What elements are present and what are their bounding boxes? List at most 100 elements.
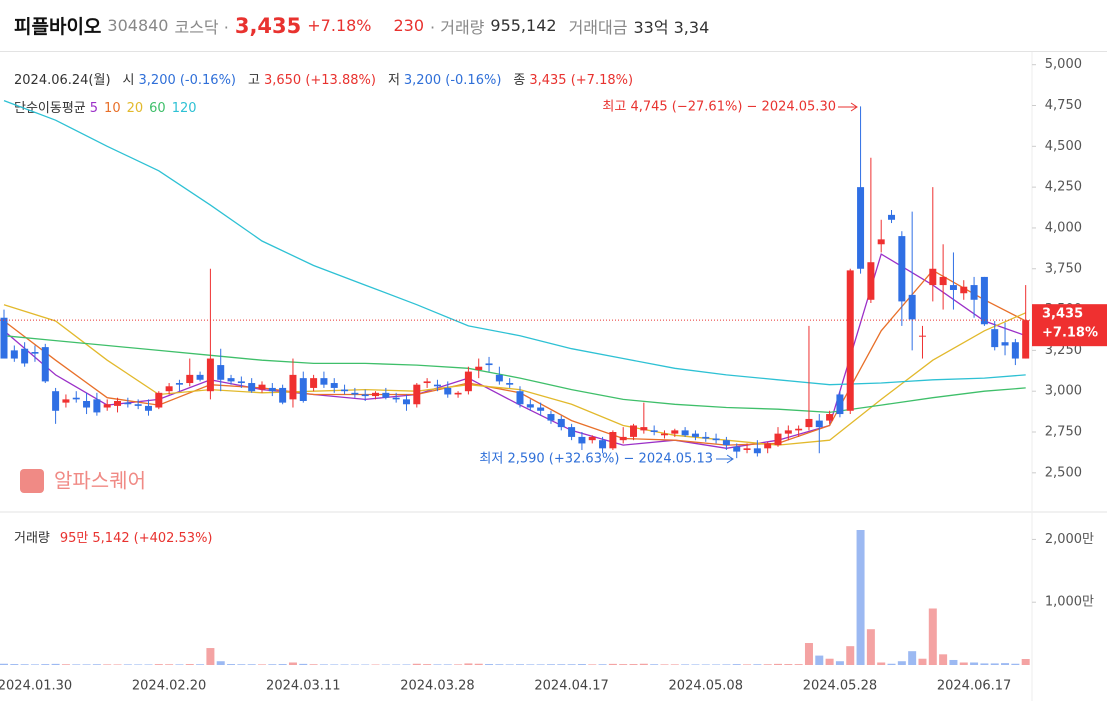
volume-bar bbox=[340, 664, 349, 665]
volume-bar bbox=[474, 663, 483, 665]
candle-body bbox=[877, 239, 885, 245]
volume-current: 95만 bbox=[60, 531, 89, 546]
volume-bar bbox=[423, 664, 432, 665]
volume-bar bbox=[681, 664, 690, 665]
candle-body bbox=[1022, 320, 1030, 359]
volume-bar bbox=[134, 664, 143, 665]
candle-body bbox=[980, 276, 988, 325]
candle-body bbox=[433, 384, 441, 387]
y-tick-label: 2,500 bbox=[1045, 465, 1082, 480]
price-tag bbox=[1032, 304, 1107, 347]
change: 230 bbox=[393, 16, 425, 35]
candle-body bbox=[206, 358, 214, 392]
candle-body bbox=[774, 433, 782, 446]
volume-bar bbox=[588, 664, 597, 665]
candle-body bbox=[516, 391, 524, 405]
candle-body bbox=[382, 392, 390, 398]
y-tick-label: 2,750 bbox=[1045, 425, 1082, 440]
volume-bar bbox=[825, 658, 834, 665]
volume-bar bbox=[784, 664, 793, 665]
volume-bar bbox=[247, 664, 256, 665]
candle-body bbox=[217, 365, 225, 380]
volume-change: (+402.53%) bbox=[134, 531, 213, 546]
x-tick-label: 2024.02.20 bbox=[132, 679, 206, 694]
candle-body bbox=[248, 383, 256, 392]
candle-body bbox=[124, 402, 132, 405]
volume-bar bbox=[980, 663, 989, 665]
candle-body bbox=[21, 348, 29, 364]
candle-body bbox=[413, 384, 421, 405]
candle-body bbox=[495, 374, 503, 382]
info-value: 3,650 (+13.88%) bbox=[264, 73, 376, 88]
candle-body bbox=[609, 432, 617, 449]
candle-body bbox=[175, 383, 183, 385]
candle-body bbox=[196, 374, 204, 380]
volume-bar bbox=[712, 664, 721, 665]
volume-bar bbox=[691, 664, 700, 665]
info-label: 종 bbox=[513, 73, 525, 88]
candle-body bbox=[949, 285, 957, 290]
candle-body bbox=[702, 436, 710, 439]
candle-body bbox=[41, 347, 49, 382]
volume-bar bbox=[165, 664, 174, 665]
volume-bar bbox=[732, 664, 741, 665]
ma-legend-item: 20 bbox=[127, 101, 144, 116]
candle-body bbox=[310, 378, 318, 388]
candle-body bbox=[93, 399, 101, 413]
x-tick-label: 2024.04.17 bbox=[534, 679, 608, 694]
volume-bar bbox=[309, 664, 318, 665]
y-tick-label: 3,000 bbox=[1045, 384, 1082, 399]
volume-bar bbox=[175, 664, 184, 665]
candle-body bbox=[320, 378, 328, 385]
price-tag-change: +7.18% bbox=[1042, 326, 1098, 341]
volume-bar bbox=[20, 664, 29, 665]
candle-body bbox=[1001, 342, 1009, 346]
change-pct: +7.18% bbox=[307, 16, 372, 35]
candle-body bbox=[83, 400, 91, 408]
candle-body bbox=[784, 430, 792, 434]
candle-body bbox=[258, 384, 266, 390]
volume-bar bbox=[959, 662, 968, 665]
logo bbox=[20, 469, 44, 493]
volume-bar bbox=[557, 664, 566, 665]
volume-bar bbox=[371, 664, 380, 665]
candle-body bbox=[0, 317, 8, 359]
volume-bar bbox=[1001, 663, 1010, 665]
price: 3,435 bbox=[234, 13, 302, 38]
info-value: 3,200 (-0.16%) bbox=[404, 73, 501, 88]
volume-bar bbox=[185, 664, 194, 665]
volume-bar bbox=[887, 663, 896, 665]
volume-current2: 5,142 bbox=[92, 531, 129, 546]
volume-bar bbox=[350, 664, 359, 665]
candle-body bbox=[918, 335, 926, 337]
volume-bar bbox=[299, 663, 308, 665]
info-label: 고 bbox=[248, 73, 260, 88]
volume-bar bbox=[61, 664, 70, 665]
candle-body bbox=[134, 404, 142, 406]
y-tick-label: 4,000 bbox=[1045, 220, 1082, 235]
ohlc-info: 2024.06.24(월) 시 3,200 (-0.16%) 고 3,650 (+13.… bbox=[14, 73, 633, 88]
candle-body bbox=[671, 430, 679, 434]
price-tag-value: 3,435 bbox=[1042, 307, 1083, 322]
candle-body bbox=[52, 391, 60, 411]
volume-bar bbox=[650, 664, 659, 665]
stock-name: 피플바이오 bbox=[14, 16, 102, 38]
candle-body bbox=[1011, 342, 1019, 359]
info-label: 시 bbox=[123, 73, 135, 88]
candle-body bbox=[753, 448, 761, 454]
ma-legend: 단순이동평균 5 10 20 60 120 bbox=[14, 101, 197, 116]
volume-bar bbox=[743, 664, 752, 665]
candle-body bbox=[836, 394, 844, 415]
volume-bar bbox=[660, 664, 669, 665]
volume-bar bbox=[361, 664, 370, 665]
volume-bar bbox=[639, 663, 648, 665]
volume-bar bbox=[526, 664, 535, 665]
candle-body bbox=[888, 214, 896, 220]
volume-bar bbox=[928, 608, 937, 665]
candle-body bbox=[31, 352, 39, 354]
x-tick-label: 2024.05.08 bbox=[669, 679, 743, 694]
volume-bar bbox=[51, 663, 60, 665]
candle-body bbox=[114, 400, 122, 406]
candle-body bbox=[361, 394, 369, 397]
